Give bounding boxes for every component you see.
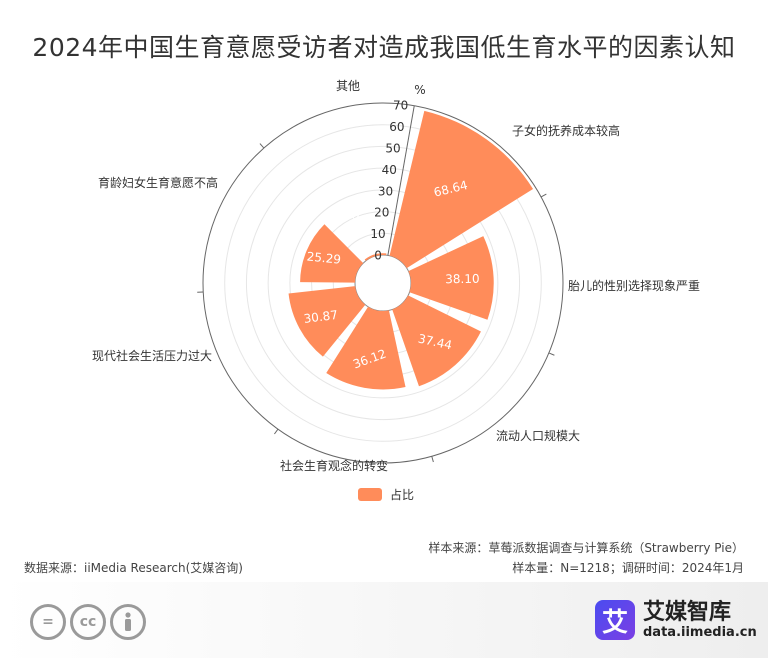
brand-url: data.iimedia.cn [643,624,757,640]
brand-name: 艾媒智库 [643,599,732,625]
tick-label: 50 [385,142,400,156]
grid-ring [224,124,542,442]
tick-label: 40 [382,163,397,177]
category-label: 社会生育观念的转变 [280,458,388,473]
sample-info: 样本量：N=1218；调研时间：2024年1月 [512,561,744,575]
tick-label: 60 [389,120,404,134]
bar-6[interactable] [364,253,387,261]
brand-logo: 艾 [595,600,635,640]
bar-5[interactable] [300,224,364,283]
category-label: 子女的抚养成本较高 [512,123,620,138]
chart-title: 2024年中国生育意愿受访者对造成我国低生育水平的因素认知 [32,33,736,62]
grid-ring [245,145,521,421]
grid-ring [267,167,499,399]
ring-tick [259,143,265,149]
category-label: 现代社会生活压力过大 [92,348,212,363]
tick-label: 10 [370,227,385,241]
grid-ring [202,102,564,464]
category-label: 胎儿的性别选择现象严重 [568,278,700,293]
unit-label: % [414,83,425,97]
legend-swatch [358,488,382,501]
inner-ring [354,254,412,312]
category-label: 育龄妇女生育意愿不高 [98,175,218,190]
category-label: 其他 [336,79,360,93]
bar-0[interactable] [389,110,534,269]
bar-3[interactable] [326,306,406,390]
ring-tick [431,456,434,463]
legend[interactable]: 占比 [358,486,414,503]
tick-label: 0 [374,248,382,262]
tick-label: 70 [393,99,408,113]
ring-tick [540,193,547,198]
legend-label: 占比 [390,488,415,502]
value-label: 30.87 [303,308,339,326]
ring-tick [274,428,279,435]
license-icons: = cc [30,604,146,640]
brand: 艾 艾媒智库 data.iimedia.cn [595,600,757,640]
equal-icon: = [30,604,66,640]
sample-source: 样本来源：草莓派数据调查与计算系统（Strawberry Pie） [428,541,744,555]
data-source: 数据来源：iiMedia Research(艾媒咨询) [24,561,243,575]
bar-2[interactable] [392,295,481,387]
person-icon [110,604,146,640]
value-label: 38.10 [445,272,480,286]
bar-4[interactable] [288,286,366,357]
cc-icon: cc [70,604,106,640]
tick-label: 20 [374,206,389,220]
value-label: 25.29 [306,249,342,266]
ring-tick [548,352,555,356]
tick-label: 30 [378,184,393,198]
category-label: 流动人口规模大 [496,428,580,443]
bar-1[interactable] [408,236,494,320]
radial-axis [387,105,415,256]
